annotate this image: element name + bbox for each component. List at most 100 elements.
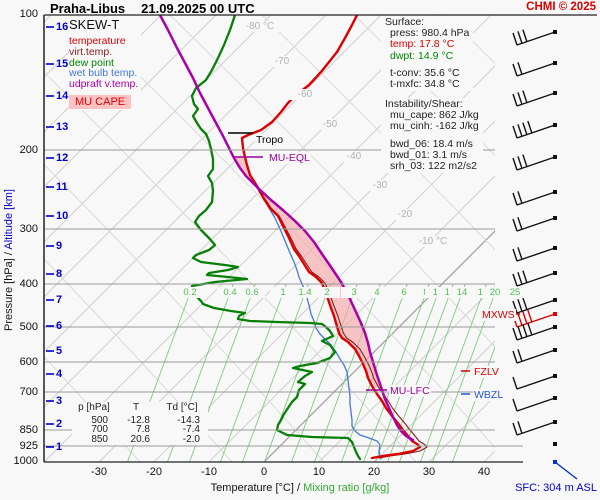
temperature-tick-label: 0 [260, 466, 268, 478]
col-pressure: p [hPa] [78, 402, 110, 413]
cell-t: -12.8 [127, 414, 150, 426]
altitude-tick-label: 10 [56, 210, 69, 222]
cell-t: 7.8 [136, 424, 150, 436]
pressure-tick-label: 850 [19, 424, 38, 436]
altitude-tick-label: 1 [56, 441, 63, 453]
cell-td: -2.0 [182, 433, 200, 445]
mixing-ratio-label: 25 [502, 287, 528, 298]
pressure-tick-label: 925 [19, 440, 38, 452]
temperature-tick-label: 40 [477, 466, 491, 478]
isotherm-label: -50 [310, 119, 350, 130]
mu-lfc-label: MU-LFC [389, 385, 431, 397]
y-axis-title: Pressure [hPa] / Altitude [km] [3, 175, 15, 345]
legend-item-updraft: udpraft v.temp. [69, 78, 139, 91]
table-row: 500 -12.8 -14.3 [74, 414, 206, 426]
mu-cinh-value: mu_cinh: -162 J/kg [390, 120, 479, 133]
mixing-ratio-label: 20 [482, 287, 508, 298]
mixing-ratio-label: 1 [270, 287, 296, 298]
x-axis-temperature-label: Temperature [°C] / [210, 482, 301, 494]
cell-td: -7.4 [182, 424, 200, 436]
y-axis-separator: / [3, 249, 15, 259]
surface-heading: Surface: [385, 16, 425, 28]
temperature-tick-label: -10 [201, 466, 217, 478]
tropopause-label: Tropo [255, 134, 285, 146]
mu-eql-label: MU-EQL [268, 152, 311, 164]
surface-elevation-label: SFC: 304 m ASL [515, 482, 597, 494]
legend-item-wet-bulb: wet bulb temp. [69, 67, 138, 80]
col-dewpoint: Td [°C] [166, 402, 198, 413]
t-conv: t-conv: 35.6 °C [390, 66, 460, 79]
altitude-tick-label: 5 [56, 345, 63, 357]
pressure-tick-label: 1000 [13, 455, 38, 467]
temperature-tick-label: 20 [367, 466, 381, 478]
isotherm-label: -70 [262, 56, 302, 67]
col-temperature: T [132, 402, 140, 413]
altitude-tick-label: 8 [56, 268, 63, 280]
surface-press: press: 980.4 hPa [390, 27, 470, 40]
temperature-tick-label: 10 [312, 466, 326, 478]
altitude-tick-label: 9 [56, 240, 63, 252]
cell-t: 20.6 [130, 433, 150, 445]
instability-heading: Instability/Shear: [385, 98, 463, 110]
altitude-tick-label: 6 [56, 320, 63, 332]
copyright-notice: CHMI © 2025 [526, 1, 596, 13]
legend-heading: SKEW-T [69, 17, 120, 32]
temperature-tick-label: -30 [91, 466, 107, 478]
cell-td: -14.3 [177, 414, 200, 426]
mixing-ratio-label: 0.2 [177, 287, 203, 298]
curve-legend: SKEW-T temperature virt.temp. dew point … [69, 17, 142, 110]
pressure-tick-label: 600 [19, 356, 38, 368]
altitude-tick-label: 15 [56, 58, 69, 70]
mixing-ratio-label: 1.4 [292, 287, 318, 298]
altitude-tick-label: 12 [56, 152, 69, 164]
isotherm-label: -80 °C [240, 21, 280, 32]
legend-item-virt-temp: virt.temp. [69, 45, 113, 58]
cell-p: 850 [91, 433, 108, 445]
cell-p: 700 [91, 424, 108, 436]
altitude-tick-label: 13 [56, 121, 69, 133]
altitude-tick-label: 16 [56, 21, 69, 33]
altitude-tick-label: 2 [56, 418, 63, 430]
temperature-tick-label: -20 [146, 466, 162, 478]
sounding-datetime: 21.09.2025 00 UTC [141, 1, 255, 16]
isotherm-label: -30 [360, 180, 400, 191]
surface-temp: temp: 17.8 °C [390, 38, 455, 51]
isotherm-label: -20 [385, 209, 425, 220]
mixing-ratio-label: 2 [314, 287, 340, 298]
t-mxfc: t-mxfc: 34.8 °C [390, 78, 460, 91]
altitude-tick-label: 3 [56, 395, 63, 407]
legend-item-temperature: temperature [69, 35, 126, 47]
mixing-ratio-label: 14 [449, 287, 475, 298]
temperature-tick-label: 30 [422, 466, 436, 478]
mixing-ratio-label: 6 [391, 287, 417, 298]
bwd01-value: bwd_01: 3.1 m/s [390, 148, 468, 161]
mixing-ratio-label: 0.4 [217, 287, 243, 298]
isotherm-label: -60 [285, 89, 325, 100]
station-name: Praha-Libus [50, 1, 126, 16]
pressure-tick-label: 300 [19, 223, 38, 235]
bwd06-value: bwd_06: 18.4 m/s [390, 137, 473, 150]
surface-info-panel: Surface: press: 980.4 hPa temp: 17.8 °C … [381, 16, 474, 92]
legend-item-dew-point: dew point [69, 56, 114, 69]
mxws-label: MXWS [481, 309, 516, 321]
isotherm-label: -10 °C [413, 236, 453, 247]
altitude-tick-label: 11 [56, 181, 68, 193]
cell-p: 500 [91, 414, 108, 426]
altitude-tick-label: 14 [56, 90, 69, 102]
mu-cape-badge: MU CAPE [69, 94, 132, 109]
header-title: Praha-Libus 21.09.2025 00 UTC [50, 1, 255, 16]
altitude-tick-label: 7 [56, 294, 63, 306]
fzlv-label: FZLV [473, 366, 500, 378]
levels-table-header: p [hPa] T Td [°C] [74, 403, 206, 413]
pressure-tick-label: 500 [19, 321, 38, 333]
x-axis-title: Temperature [°C] / Mixing ratio [g/kg] [150, 482, 450, 494]
pressure-tick-label: 400 [19, 278, 38, 290]
mixing-ratio-label: 3 [341, 287, 367, 298]
mixing-ratio-label: 0.6 [239, 287, 265, 298]
wbzl-label: WBZL [473, 389, 505, 401]
instability-info-panel: Instability/Shear: mu_cape: 862 J/kg mu_… [381, 98, 483, 174]
altitude-tick-label: 4 [56, 368, 63, 380]
pressure-tick-label: 700 [19, 386, 38, 398]
